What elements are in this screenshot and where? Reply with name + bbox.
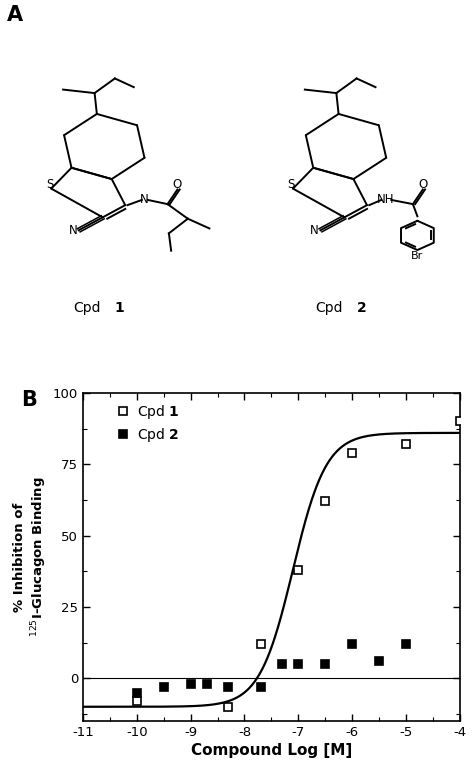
Text: O: O	[418, 178, 428, 191]
Text: B: B	[21, 390, 36, 410]
Text: N: N	[140, 194, 148, 207]
Cpd $\mathbf{2}$	[161, 682, 166, 691]
Cpd $\mathbf{2}$	[134, 688, 140, 697]
Y-axis label: % Inhibition of
$^{125}$I-Glucagon Binding: % Inhibition of $^{125}$I-Glucagon Bindi…	[13, 477, 49, 637]
Cpd $\mathbf{2}$	[258, 682, 264, 691]
Legend: Cpd $\mathbf{1}$, Cpd $\mathbf{2}$: Cpd $\mathbf{1}$, Cpd $\mathbf{2}$	[116, 403, 180, 444]
Text: 1: 1	[115, 301, 125, 314]
Cpd $\mathbf{2}$	[295, 659, 301, 668]
Cpd $\mathbf{1}$	[226, 702, 231, 711]
Text: N: N	[69, 224, 77, 237]
Text: N: N	[310, 224, 319, 237]
Text: S: S	[46, 178, 53, 191]
Cpd $\mathbf{2}$	[376, 656, 382, 665]
X-axis label: Compound Log [M]: Compound Log [M]	[191, 743, 352, 758]
Text: O: O	[173, 178, 182, 191]
Cpd $\mathbf{2}$	[349, 639, 355, 649]
Text: 2: 2	[356, 301, 366, 314]
Text: A: A	[7, 5, 23, 25]
Cpd $\mathbf{1}$	[403, 439, 409, 449]
Cpd $\mathbf{2}$	[226, 682, 231, 691]
Cpd $\mathbf{2}$	[322, 659, 328, 668]
Cpd $\mathbf{1}$	[258, 639, 264, 649]
Text: Cpd: Cpd	[315, 301, 343, 314]
Cpd $\mathbf{1}$	[457, 417, 463, 426]
Line: Cpd $\mathbf{1}$: Cpd $\mathbf{1}$	[133, 417, 464, 711]
Text: Cpd: Cpd	[73, 301, 101, 314]
Cpd $\mathbf{1}$	[295, 565, 301, 575]
Cpd $\mathbf{2}$	[204, 679, 210, 688]
Cpd $\mathbf{1}$	[134, 697, 140, 706]
Cpd $\mathbf{2}$	[279, 659, 285, 668]
Text: S: S	[288, 178, 295, 191]
Cpd $\mathbf{1}$	[322, 497, 328, 506]
Line: Cpd $\mathbf{2}$: Cpd $\mathbf{2}$	[133, 640, 410, 697]
Cpd $\mathbf{2}$	[188, 679, 193, 688]
Text: NH: NH	[377, 194, 395, 207]
Cpd $\mathbf{1}$	[349, 449, 355, 458]
Text: Br: Br	[411, 251, 423, 261]
Cpd $\mathbf{2}$	[403, 639, 409, 649]
